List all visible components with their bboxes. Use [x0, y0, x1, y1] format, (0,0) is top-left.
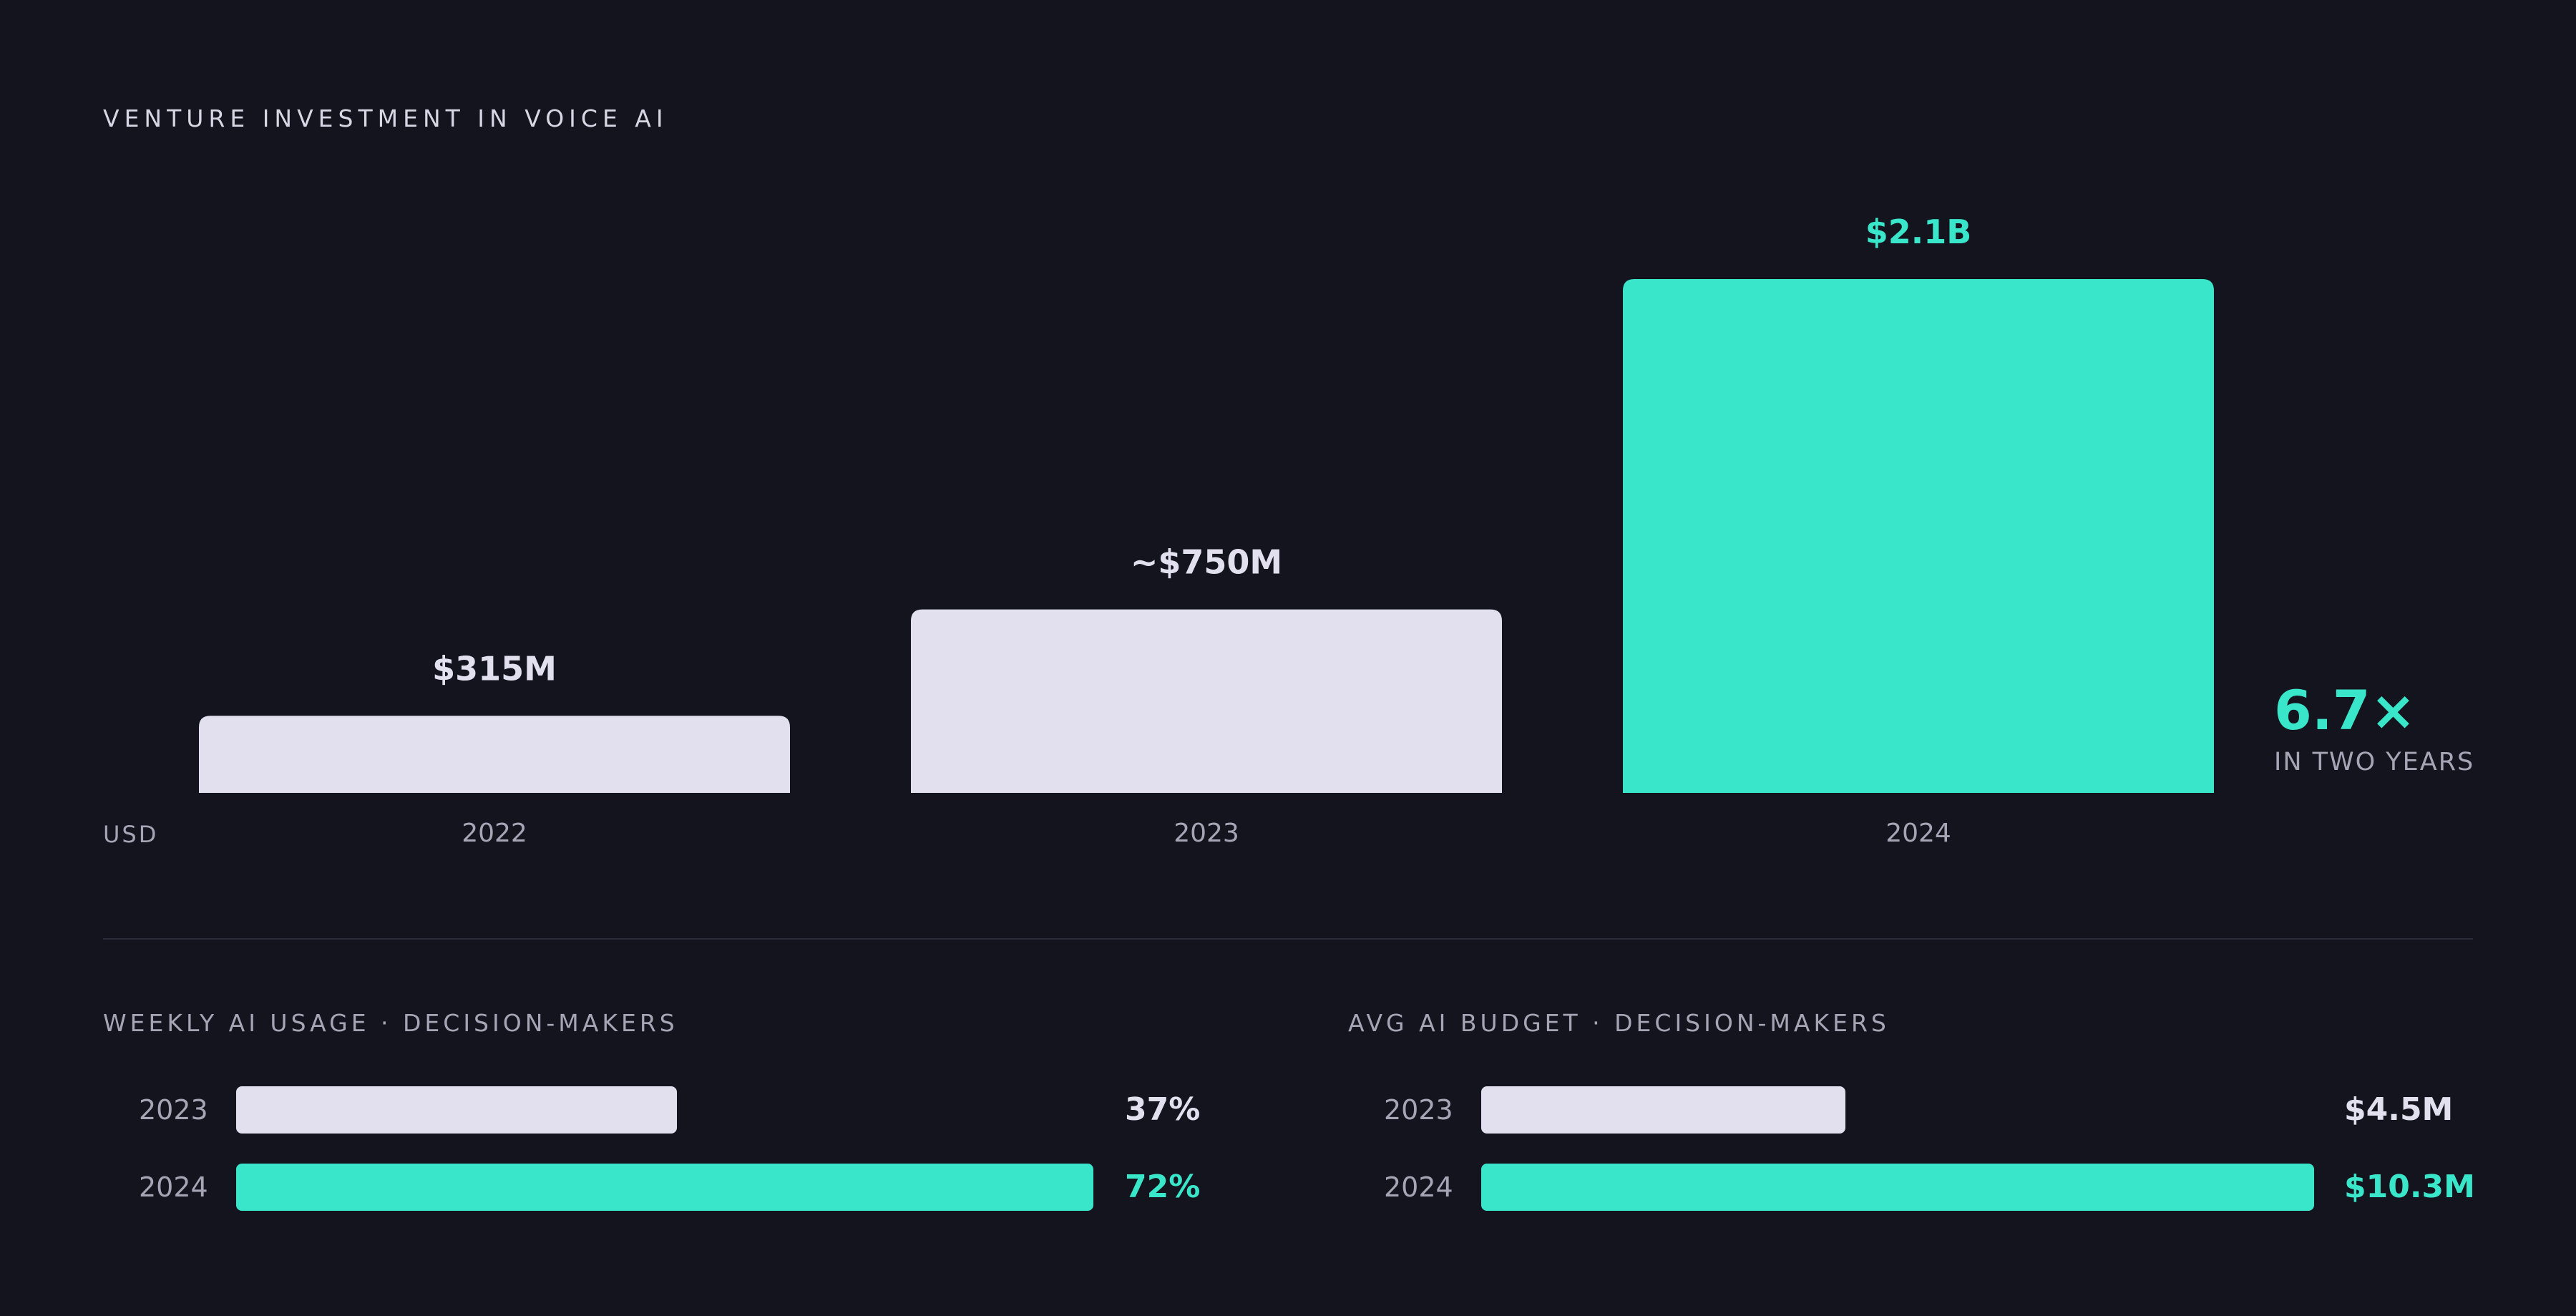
bar-2023 [236, 1086, 677, 1134]
avg-budget-panel: AVG AI BUDGET · DECISION-MAKERS 2023 $4.5… [1348, 1009, 2475, 1224]
row-year-label: 2023 [1384, 1094, 1453, 1126]
bar-2022 [199, 716, 790, 793]
bar-value-label-2024: $10.3M [2344, 1169, 2475, 1205]
bar-2024 [1623, 279, 2214, 793]
weekly-usage-panel: WEEKLY AI USAGE · DECISION-MAKERS 2023 37… [103, 1009, 1219, 1224]
bar-track [1481, 1086, 2314, 1134]
bar-2023 [911, 609, 1502, 793]
bar-value-label-2023: 37% [1125, 1091, 1201, 1128]
bar-2024 [236, 1164, 1093, 1211]
x-tick-label-2024: 2024 [1885, 819, 1951, 848]
bar-row-2024: 2024 $10.3M [1348, 1164, 2475, 1211]
x-tick-label-2023: 2023 [1174, 819, 1239, 848]
x-tick-label-2022: 2022 [462, 819, 527, 848]
growth-annotation: 6.7× IN TWO YEARS [2274, 678, 2475, 777]
section-divider [103, 938, 2473, 940]
bar-row-2023: 2023 $4.5M [1348, 1086, 2472, 1134]
bar-value-label-2022: $315M [432, 649, 557, 688]
chart-title: VENTURE INVESTMENT IN VOICE AI [103, 104, 668, 132]
bar-2024 [1481, 1164, 2314, 1211]
row-year-label: 2024 [139, 1171, 208, 1203]
weekly-usage-title: WEEKLY AI USAGE · DECISION-MAKERS [103, 1009, 678, 1037]
bar-2023 [1481, 1086, 1845, 1134]
row-year-label: 2023 [139, 1094, 208, 1126]
bar-row-2024: 2024 72% [103, 1164, 1219, 1211]
bar-track [236, 1086, 1093, 1134]
currency-label: USD [103, 821, 159, 848]
avg-budget-title: AVG AI BUDGET · DECISION-MAKERS [1348, 1009, 1890, 1037]
growth-note: IN TWO YEARS [2274, 748, 2475, 776]
bar-track [236, 1164, 1093, 1211]
investment-bar-chart: $315M 2022 ~$750M 2023 $2.1B 2024 [199, 213, 2214, 848]
bar-value-label-2024: $2.1B [1865, 213, 1972, 251]
bar-row-2023: 2023 37% [103, 1086, 1219, 1134]
bar-track [1481, 1164, 2314, 1211]
bar-value-label-2023: ~$750M [1131, 543, 1282, 582]
growth-multiplier: 6.7× [2274, 678, 2416, 742]
bar-value-label-2023: $4.5M [2344, 1091, 2454, 1128]
row-year-label: 2024 [1384, 1171, 1453, 1203]
bar-value-label-2024: 72% [1125, 1169, 1201, 1205]
